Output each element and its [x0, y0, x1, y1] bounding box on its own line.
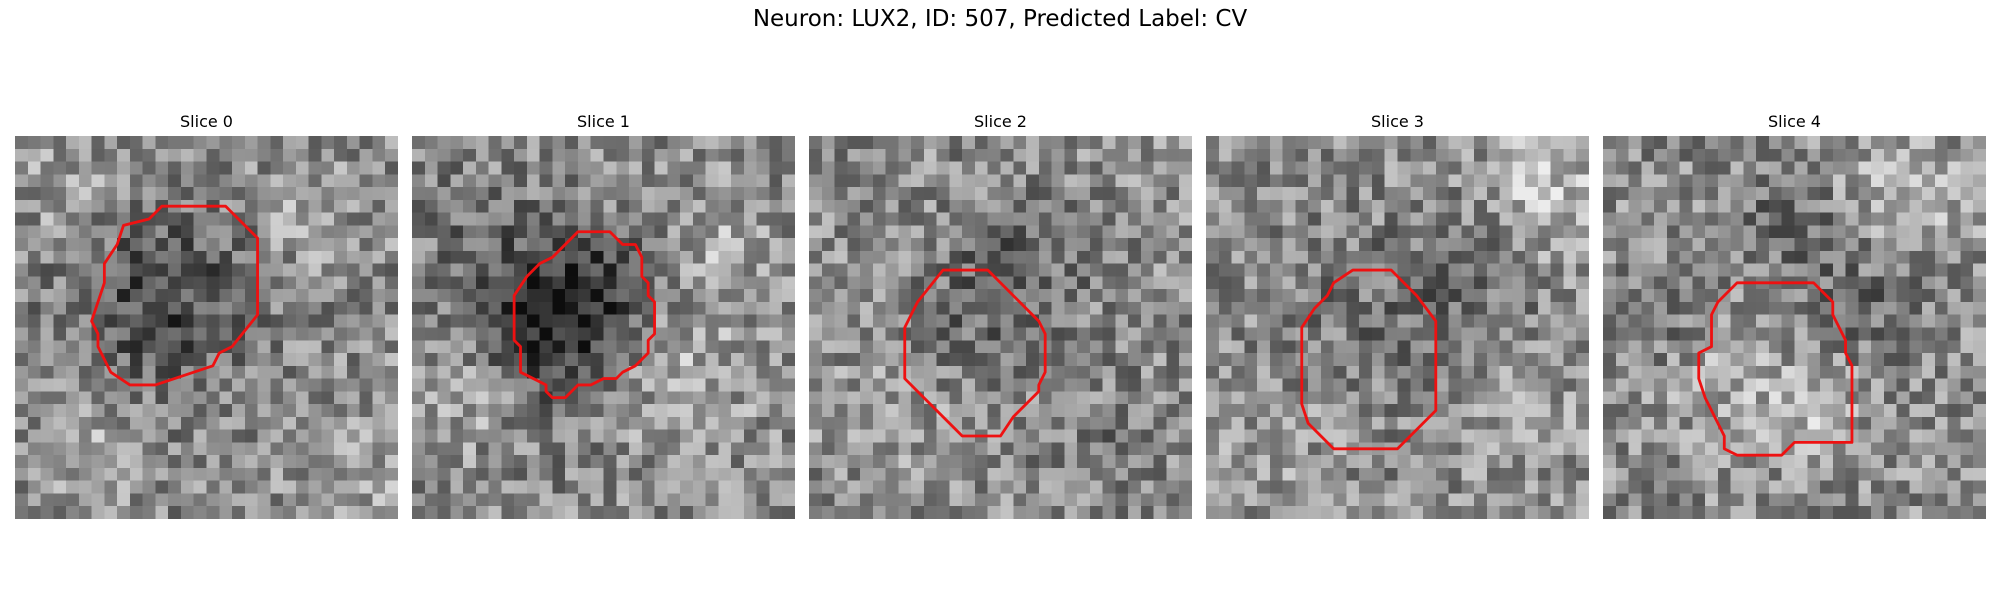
- slice-panel-4: Slice 4: [1603, 112, 1986, 522]
- pixel-grid: [15, 136, 398, 519]
- slice-image: [15, 136, 398, 519]
- roi-contour: [90, 204, 259, 387]
- roi-contour: [1697, 281, 1854, 457]
- slice-image: [1206, 136, 1589, 519]
- pixel-grid: [1603, 136, 1986, 519]
- slice-panel-3: Slice 3: [1206, 112, 1589, 522]
- slice-title: Slice 3: [1371, 112, 1424, 131]
- roi-contour: [903, 268, 1047, 438]
- pixel-grid: [412, 136, 795, 519]
- slice-panel-0: Slice 0: [15, 112, 398, 522]
- slice-title: Slice 2: [974, 112, 1027, 131]
- roi-contour: [512, 230, 656, 400]
- slice-image: [412, 136, 795, 519]
- slice-title: Slice 1: [577, 112, 630, 131]
- slice-panel-2: Slice 2: [809, 112, 1192, 522]
- slice-panel-1: Slice 1: [412, 112, 795, 522]
- slice-title: Slice 0: [180, 112, 233, 131]
- slice-image: [809, 136, 1192, 519]
- slice-title: Slice 4: [1768, 112, 1821, 131]
- roi-contour: [1300, 268, 1438, 451]
- pixel-grid: [809, 136, 1192, 519]
- figure-title: Neuron: LUX2, ID: 507, Predicted Label: …: [752, 6, 1248, 32]
- slice-image: [1603, 136, 1986, 519]
- pixel-grid: [1206, 136, 1589, 519]
